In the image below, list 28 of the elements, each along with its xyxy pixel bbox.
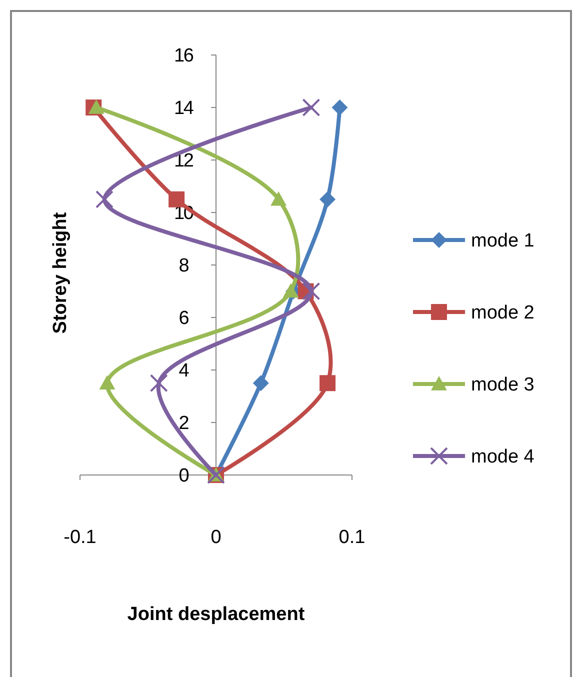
- point: [282, 283, 299, 298]
- x-tick-label: 0: [210, 527, 222, 548]
- point: [270, 191, 287, 206]
- point: [99, 375, 116, 390]
- point: [150, 374, 168, 392]
- point: [168, 191, 185, 208]
- point: [302, 282, 320, 300]
- y-tick-label: 8: [178, 256, 190, 277]
- x-tick-label: -0.1: [64, 527, 96, 548]
- y-tick-label: 16: [174, 46, 194, 67]
- point: [252, 375, 269, 392]
- y-tick-label: 0: [178, 466, 190, 487]
- legend-label: mode 1: [471, 230, 534, 252]
- point: [320, 375, 336, 392]
- y-tick-label: 14: [174, 98, 194, 120]
- point: [302, 98, 320, 116]
- point: [332, 100, 348, 116]
- legend-label: mode 2: [471, 302, 534, 324]
- y-tick-label: 2: [178, 413, 190, 434]
- legend-label: mode 3: [471, 374, 534, 396]
- x-tick-label: 0.1: [338, 527, 366, 548]
- y-tick-label: 6: [178, 308, 190, 330]
- legend-label: mode 4: [471, 446, 535, 468]
- point: [320, 191, 336, 208]
- x-axis-title: Joint desplacement: [127, 604, 306, 625]
- y-axis-title: Storey height: [50, 212, 71, 334]
- y-tick-label: 4: [178, 360, 190, 382]
- point: [95, 190, 114, 208]
